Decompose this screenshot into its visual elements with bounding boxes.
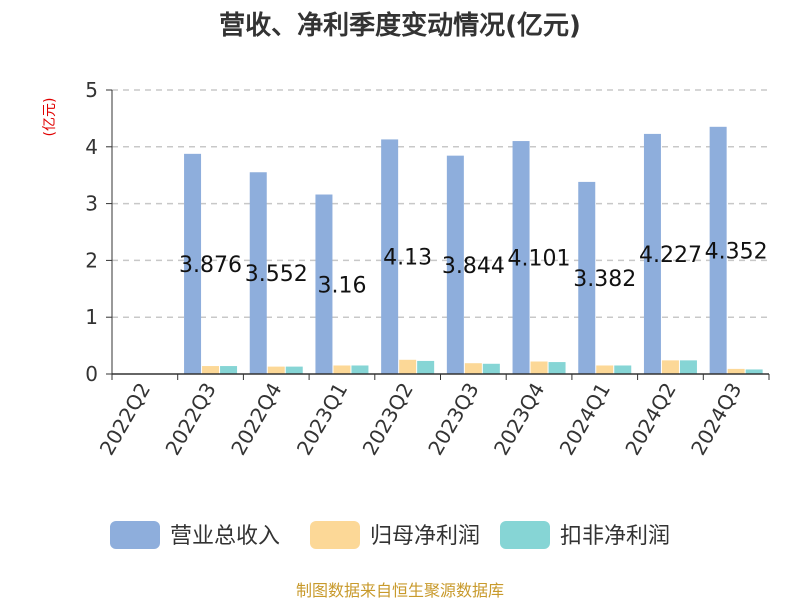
bar [285,366,303,374]
bar [745,369,763,374]
bar [679,360,697,374]
legend-swatch [310,521,360,549]
bar [614,365,632,374]
bar [399,359,417,374]
legend-item: 扣非净利润 [500,521,670,549]
data-label: 4.13 [383,246,432,271]
data-label: 3.552 [245,262,308,287]
data-label: 4.352 [705,239,768,264]
y-tick-label: 1 [85,305,98,329]
bar [184,153,202,374]
x-tick-label: 2024Q3 [686,379,746,460]
bar [220,366,238,374]
bar [578,181,596,374]
bar [709,126,727,374]
legend-label: 归母净利润 [370,524,480,549]
y-tick-label: 5 [85,78,98,102]
x-tick-label: 2023Q1 [292,379,352,460]
bar [351,365,369,374]
bar [643,133,661,374]
x-tick-label: 2022Q2 [95,379,155,460]
bar [727,368,745,374]
data-label: 3.16 [317,273,366,298]
bar [315,194,333,374]
y-tick-label: 0 [85,362,98,386]
x-tick-label: 2022Q3 [160,379,220,460]
x-tick-label: 2023Q2 [358,379,418,460]
legend: 营业总收入 归母净利润 扣非净利润 [110,521,670,549]
bar [267,366,285,374]
bar [464,363,482,374]
bar [548,362,566,374]
legend-swatch [110,521,160,549]
x-tick-label: 2024Q1 [555,379,615,460]
source-note: 制图数据来自恒生聚源数据库 [296,581,504,600]
x-tick-label: 2023Q3 [423,378,483,459]
data-label: 3.844 [442,254,505,279]
bar [333,365,351,374]
legend-label: 营业总收入 [170,524,280,549]
data-label: 4.101 [508,247,571,272]
bars-group [184,126,763,374]
y-tick-label: 4 [85,135,98,159]
legend-item: 归母净利润 [310,521,480,549]
x-tick-label: 2022Q4 [226,379,286,460]
y-axis-label: (亿元) [42,98,58,137]
data-label: 3.382 [573,267,636,292]
bar [512,141,530,374]
legend-swatch [500,521,550,549]
bar [202,366,220,374]
legend-label: 扣非净利润 [560,524,670,549]
bar [661,360,679,374]
data-label: 4.227 [639,243,702,268]
bar [446,155,464,374]
bar [530,361,548,374]
grid-lines [112,89,769,318]
bar [249,172,267,374]
chart-title: 营收、净利季度变动情况(亿元) [219,10,581,41]
y-tick-label: 2 [85,248,98,272]
bar [596,365,614,374]
data-label: 3.876 [179,253,242,278]
x-tick-label: 2023Q4 [489,379,549,460]
bar [482,363,500,374]
legend-item: 营业总收入 [110,521,280,549]
y-tick-label: 3 [85,192,98,216]
bar [417,360,435,374]
bar [381,139,399,374]
x-tick-label: 2024Q2 [620,379,680,460]
